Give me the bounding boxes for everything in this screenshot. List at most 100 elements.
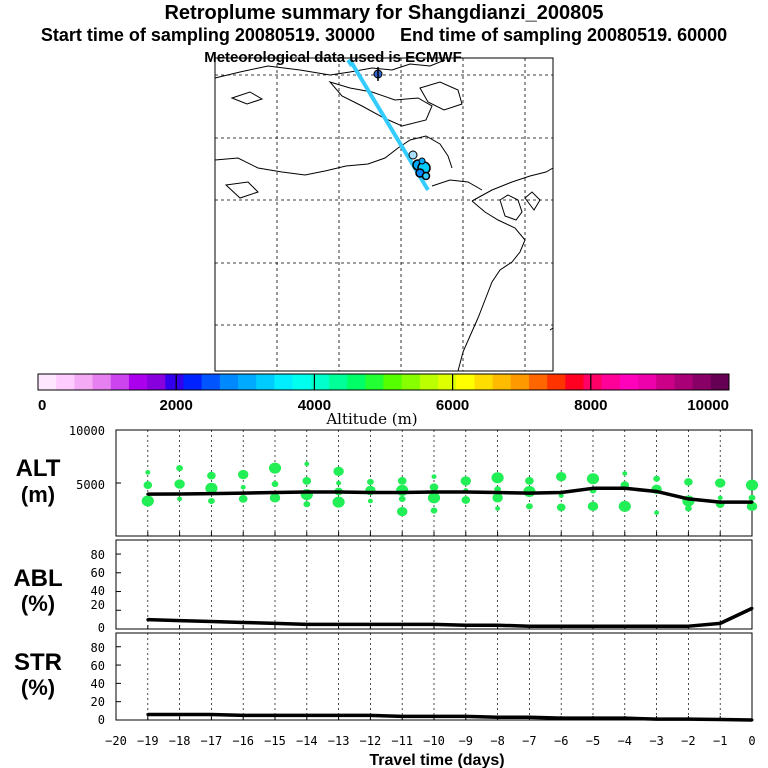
alt-data-point [305, 490, 309, 494]
altitude-scatter-point [684, 478, 693, 486]
altitude-scatter-point [205, 482, 218, 494]
x-tick-label: −9 [459, 734, 473, 748]
x-tick-label: −5 [586, 734, 600, 748]
altitude-scatter-point [495, 506, 501, 511]
altitude-scatter-point [240, 484, 246, 490]
colorbar-tick-label: 8000 [574, 397, 607, 414]
x-tick-label: −1 [713, 734, 727, 748]
x-tick-label: −12 [360, 734, 382, 748]
altitude-scatter-point [367, 478, 374, 485]
str-data-point [146, 713, 150, 717]
abl-data-point [527, 624, 531, 628]
str-data-point [464, 714, 468, 718]
str-y-tick-label: 80 [91, 641, 105, 655]
altitude-scatter-point [748, 494, 756, 501]
str-data-point [273, 713, 277, 717]
alt-data-point [400, 491, 404, 495]
altitude-scatter-point [268, 462, 282, 474]
alt-panel-unit: (m) [21, 482, 55, 507]
colorbar-tick-label: 10000 [687, 397, 729, 414]
altitude-scatter-point [685, 505, 692, 512]
colorbar-segment [128, 374, 148, 390]
sampling-times: Start time of sampling 20080519. 30000 E… [40, 25, 728, 45]
x-tick-label: −19 [137, 734, 159, 748]
str-data-point [623, 716, 627, 720]
abl-y-tick-label: 60 [91, 566, 105, 580]
alt-y-tick-label: 5000 [76, 478, 105, 492]
alt-panel-label: ALT [16, 455, 61, 482]
altitude-scatter-point [333, 466, 344, 477]
x-tick-labels: −20 −19 −18 −17 −16 −15 −14 −13 −12 −11 −10 −9 −8 −7−… [105, 734, 755, 748]
altitude-scatter-point [332, 496, 345, 508]
alt-series-line [147, 486, 752, 504]
colorbar-segment [401, 374, 421, 390]
met-data-note: Meteorological data used is ECMWF [204, 49, 462, 66]
str-data-point [178, 713, 182, 717]
colorbar-tick-label: 2000 [160, 397, 193, 414]
altitude-scatter-point [141, 495, 154, 507]
altitude-scatter-point [269, 493, 281, 503]
abl-panel-unit: (%) [21, 591, 55, 616]
abl-data-point [241, 620, 245, 624]
colorbar-segment [565, 374, 584, 390]
altitude-scatter-point [174, 479, 185, 489]
x-tick-label: −4 [618, 734, 632, 748]
map-gridlines [215, 58, 553, 371]
colorbar-tick-labels: 0 2000 4000 6000 8000 10000 [38, 397, 729, 414]
str-data-point [718, 718, 722, 722]
colorbar-segment [256, 374, 275, 390]
abl-data-point [368, 622, 372, 626]
abl-y-tick-label: 80 [91, 548, 105, 562]
alt-data-point [718, 500, 722, 504]
x-tick-label: 0 [748, 734, 755, 748]
alt-data-point [686, 497, 690, 501]
colorbar-segment [710, 374, 730, 390]
colorbar-segment [692, 374, 712, 390]
colorbar-segment [474, 374, 494, 390]
x-tick-label: −13 [328, 734, 350, 748]
map-coastlines [214, 59, 554, 372]
abl-y-tick-label: 20 [91, 598, 105, 612]
altitude-scatter-point [336, 480, 342, 486]
colorbar-segment [347, 374, 366, 390]
alt-data-point [368, 491, 372, 495]
alt-data-point [146, 492, 150, 496]
colorbar-segment [274, 374, 293, 390]
colorbar-tick-label: 4000 [298, 397, 331, 414]
colorbar-segment [656, 374, 675, 390]
altitude-scatter-point [176, 465, 184, 472]
altitude-scatter-point [745, 479, 759, 491]
colorbar-segment [56, 374, 75, 390]
str-data-point [241, 713, 245, 717]
altitude-scatter-point [586, 473, 600, 485]
str-frame [115, 632, 753, 721]
str-y-tick-label: 40 [91, 677, 105, 691]
str-panel-label: STR [14, 649, 62, 676]
colorbar-segment [438, 374, 457, 390]
x-tick-label: −14 [296, 734, 318, 748]
alt-data-point [178, 492, 182, 496]
altitude-scatter-point [622, 471, 628, 476]
abl-series-line [147, 606, 753, 628]
x-tick-label: −8 [490, 734, 504, 748]
altitude-scatter-point [397, 506, 408, 517]
altitude-scatter-point [177, 496, 183, 502]
altitude-scatter-point [430, 507, 438, 514]
colorbar-segment [619, 374, 639, 390]
alt-data-point [496, 491, 500, 495]
altitude-scatter-point [427, 492, 441, 504]
abl-data-point [686, 624, 690, 628]
abl-data-point [432, 622, 436, 626]
str-data-point [655, 717, 659, 721]
colorbar-segment [492, 374, 512, 390]
alt-panel [115, 429, 759, 537]
x-tick-label: −17 [201, 734, 223, 748]
colorbar-segment [147, 374, 166, 390]
alt-data-point [209, 492, 213, 496]
colorbar-segment [238, 374, 257, 390]
x-tick-label: −3 [649, 734, 663, 748]
alt-y-tick-labels: 5000 10000 [69, 424, 105, 492]
altitude-scatter-point [556, 471, 567, 482]
altitude-scatter-point [526, 503, 533, 510]
